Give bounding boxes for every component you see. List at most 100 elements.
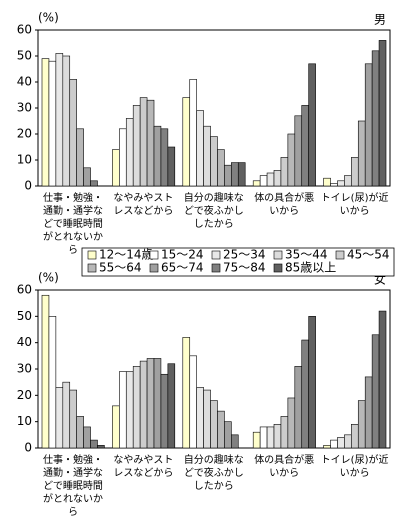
y-tick-label: 10	[17, 153, 32, 167]
bar	[196, 110, 204, 187]
bar	[266, 172, 275, 187]
bar	[146, 358, 155, 449]
bar	[344, 434, 352, 449]
category-label: トイレ(尿)が近いから	[320, 455, 389, 479]
bar	[364, 63, 373, 187]
bar	[351, 423, 359, 449]
bar	[231, 434, 239, 449]
bar	[330, 183, 338, 187]
bar	[330, 439, 338, 449]
bar	[210, 400, 218, 449]
category-label: 体の具合が悪いから	[254, 193, 315, 217]
bar	[97, 445, 105, 449]
bar	[139, 360, 148, 449]
bar	[139, 97, 148, 187]
y-tick-label: 50	[17, 49, 32, 63]
category-label: トイレ(尿)が近いから	[320, 193, 389, 217]
bar	[224, 421, 232, 449]
bar	[189, 355, 197, 449]
bar	[357, 120, 366, 187]
bar	[167, 363, 176, 449]
y-tick-label: 20	[17, 127, 32, 141]
legend-label: 15～24	[161, 248, 204, 262]
bar	[119, 128, 127, 187]
bar	[69, 79, 77, 187]
bar	[83, 426, 91, 449]
legend-swatch	[335, 250, 345, 260]
bar	[308, 316, 316, 449]
y-tick-label: 20	[17, 388, 32, 402]
legend-swatch	[273, 263, 283, 273]
legend-label: 85歳以上	[285, 261, 336, 275]
bar	[48, 316, 57, 449]
y-tick-label: 60	[17, 283, 32, 297]
bar	[259, 175, 268, 187]
bar	[273, 170, 282, 187]
legend-swatch	[211, 250, 221, 260]
bar	[301, 105, 309, 187]
bar	[337, 180, 345, 187]
bar	[371, 334, 380, 449]
bar	[112, 149, 120, 187]
legend-label: 55～64	[99, 261, 142, 275]
category-label: 仕事・勉強・通勤・通学などで睡眠時間がとれないから	[43, 193, 103, 256]
y-tick-label: 30	[17, 101, 32, 115]
y-tick-label: 0	[24, 441, 32, 455]
panel-title: 男	[374, 13, 386, 27]
bar	[146, 99, 155, 187]
bar	[287, 397, 296, 449]
legend-swatch	[149, 250, 159, 260]
y-tick-label: 30	[17, 362, 32, 376]
bar	[153, 358, 162, 449]
legend-label: 35～44	[285, 248, 328, 262]
bar	[62, 381, 71, 449]
bar	[237, 162, 246, 187]
bar	[112, 405, 120, 449]
bar	[323, 445, 331, 449]
category-label: 自分の趣味などで夜ふかししたから	[183, 455, 244, 492]
bar	[160, 373, 169, 449]
bar	[280, 157, 289, 187]
bar	[378, 40, 387, 187]
bar	[160, 128, 169, 187]
bar	[231, 162, 239, 187]
bar	[132, 366, 141, 449]
bar	[125, 118, 134, 187]
bar	[83, 167, 91, 187]
legend-swatch	[87, 250, 97, 260]
y-tick-label: 40	[17, 335, 32, 349]
bar	[308, 63, 316, 187]
bar	[153, 125, 162, 187]
bar	[294, 366, 303, 449]
bar	[55, 53, 64, 187]
bar	[55, 387, 64, 449]
bar	[189, 79, 197, 187]
bar	[182, 337, 191, 449]
bar	[371, 50, 380, 187]
y-tick-label: 50	[17, 309, 32, 323]
bar	[337, 437, 345, 449]
y-tick-label: 0	[24, 179, 32, 193]
bar	[351, 157, 359, 187]
bar	[357, 400, 366, 449]
bar	[76, 416, 84, 449]
bar	[287, 133, 296, 187]
legend-label: 65～74	[161, 261, 204, 275]
y-tick-label: 40	[17, 75, 32, 89]
bar	[41, 294, 50, 449]
y-unit: (%)	[38, 11, 59, 25]
bar	[266, 426, 275, 449]
legend-swatch	[87, 263, 97, 273]
legend-swatch	[149, 263, 159, 273]
category-label: 体の具合が悪いから	[254, 455, 315, 479]
bar	[217, 410, 225, 449]
bar	[344, 175, 352, 187]
category-label: なやみやストレスなどから	[113, 193, 174, 217]
y-unit: (%)	[38, 271, 59, 285]
bar	[48, 60, 57, 187]
bar	[76, 128, 84, 187]
legend-label: 45～54	[347, 248, 390, 262]
bar	[69, 389, 77, 449]
y-tick-label: 10	[17, 414, 32, 428]
